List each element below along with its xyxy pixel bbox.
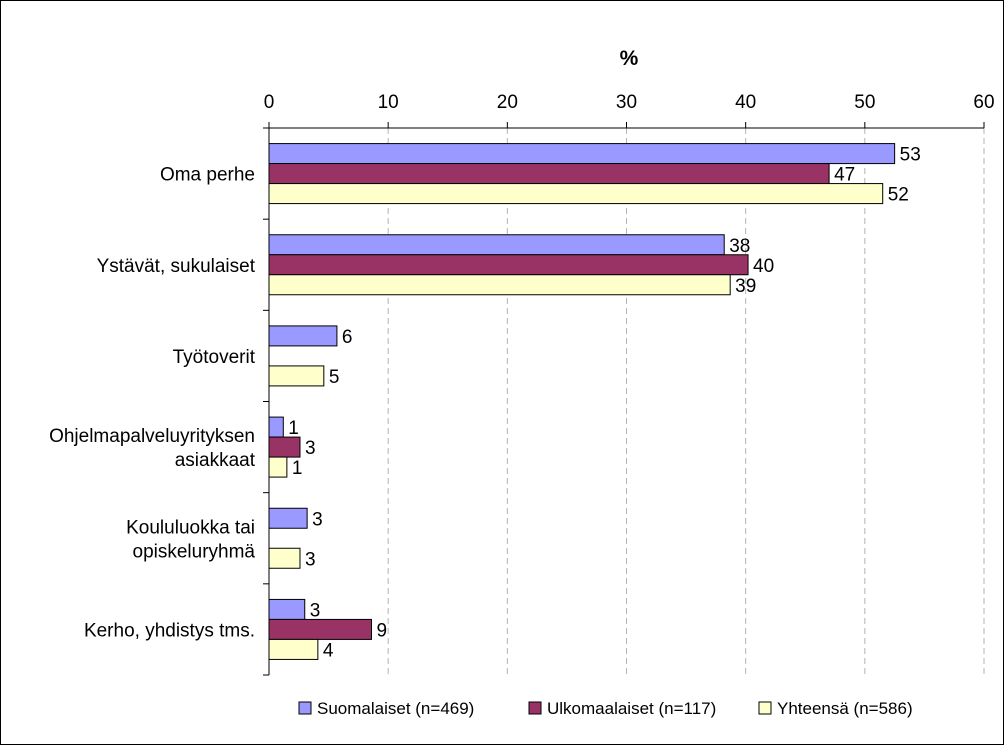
legend: Suomalaiset (n=469) Ulkomaalaiset (n=117)… <box>298 699 913 718</box>
bar <box>268 547 301 569</box>
data-label: 40 <box>753 256 774 277</box>
x-tick-label: 60 <box>973 92 994 113</box>
x-tick-label: 20 <box>497 92 518 113</box>
data-label: 3 <box>312 509 323 530</box>
data-label: 6 <box>342 327 353 348</box>
axes <box>263 122 985 676</box>
bar <box>268 507 308 529</box>
data-label: 5 <box>329 367 340 388</box>
data-label: 3 <box>305 549 316 570</box>
data-label: 1 <box>288 418 299 439</box>
category-label-line: Ystävät, sukulaiset <box>97 256 256 277</box>
legend-label: Suomalaiset (n=469) <box>317 699 474 718</box>
legend-label: Yhteensä (n=586) <box>777 699 913 718</box>
category-label-line: Kerho, yhdistys tms. <box>84 620 255 641</box>
bar <box>268 456 288 478</box>
x-tick-label: 50 <box>854 92 875 113</box>
bar <box>268 638 319 660</box>
data-label: 9 <box>376 620 387 641</box>
data-label: 38 <box>729 236 750 257</box>
category-label: Oma perhe <box>160 165 255 186</box>
grid-lines <box>387 128 985 675</box>
legend-swatch <box>298 701 312 715</box>
data-label: 4 <box>323 640 334 661</box>
category-label-line: Koululuokka tai <box>126 517 255 538</box>
category-label: Ohjelmapalveluyrityksen asiakkaat <box>49 426 256 471</box>
data-label: 53 <box>900 145 921 166</box>
category-label-line: Ohjelmapalveluyrityksen <box>49 426 255 447</box>
bar <box>268 143 896 165</box>
legend-swatch <box>528 701 542 715</box>
x-tick-label: 10 <box>378 92 399 113</box>
bars <box>268 143 896 660</box>
category-label: Ystävät, sukulaiset <box>97 256 256 277</box>
data-label: 1 <box>292 458 303 479</box>
category-label: Työtoverit <box>173 347 256 368</box>
x-tick-label: 40 <box>735 92 756 113</box>
category-label-line: opiskeluryhmä <box>133 541 256 562</box>
category-label-line: Oma perhe <box>160 165 255 186</box>
bar <box>268 436 301 458</box>
category-label: Kerho, yhdistys tms. <box>84 620 255 641</box>
x-tick-label: 30 <box>616 92 637 113</box>
bar <box>268 365 325 387</box>
data-label: 39 <box>735 276 756 297</box>
bar <box>268 183 884 205</box>
category-label: Koululuokka tai opiskeluryhmä <box>126 517 255 562</box>
bar <box>268 234 725 256</box>
legend-label: Ulkomaalaiset (n=117) <box>547 699 716 718</box>
bar <box>268 163 830 185</box>
bar <box>268 618 372 640</box>
x-axis-title: % <box>620 47 639 70</box>
data-label: 3 <box>310 600 321 621</box>
bar <box>268 254 749 276</box>
bar <box>268 325 338 347</box>
data-label: 47 <box>834 165 855 186</box>
category-label-line: asiakkaat <box>175 450 256 471</box>
bar <box>268 416 284 438</box>
data-label: 3 <box>305 438 316 459</box>
bar <box>268 598 306 620</box>
bar <box>268 274 731 296</box>
category-label-line: Työtoverit <box>173 347 256 368</box>
x-tick-label: 0 <box>264 92 275 113</box>
data-label: 52 <box>888 185 909 206</box>
legend-swatch <box>758 701 772 715</box>
